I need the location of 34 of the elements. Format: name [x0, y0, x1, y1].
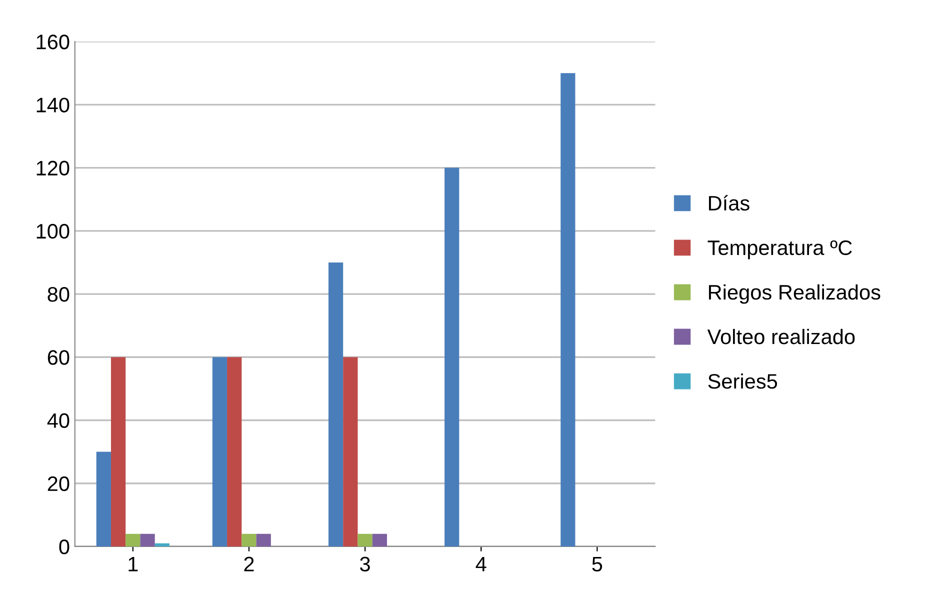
bar — [444, 168, 460, 546]
y-tick-label: 20 — [48, 476, 70, 492]
y-tick-label: 60 — [48, 350, 70, 365]
bar — [242, 534, 256, 546]
y-tick-label: 160 — [36, 34, 70, 50]
x-tick-label: 2 — [244, 556, 254, 572]
x-tick-label: 3 — [360, 556, 370, 572]
y-tick-label: 0 — [59, 539, 70, 554]
bar — [256, 534, 271, 546]
legend-label: Temperatura ºC — [708, 240, 852, 260]
legend-label: Volteo realizado — [707, 328, 855, 344]
bar — [328, 262, 344, 546]
bar — [227, 357, 242, 546]
y-tick-label: 40 — [47, 413, 70, 428]
legend-label: Riegos Realizados — [708, 284, 880, 304]
x-tick-label: 4 — [476, 556, 486, 572]
bar — [110, 357, 126, 546]
y-tick-label: 80 — [48, 287, 70, 302]
bar — [154, 543, 170, 546]
bar — [372, 534, 387, 546]
bar — [560, 73, 576, 546]
bar — [358, 534, 372, 546]
y-tick-label: 120 — [36, 160, 70, 176]
y-tick-label: 140 — [36, 98, 70, 112]
legend-label: Series5 — [708, 373, 778, 389]
x-tick-label: 5 — [592, 556, 602, 572]
bar — [212, 357, 228, 546]
bar — [140, 534, 155, 546]
bar — [126, 534, 140, 546]
x-tick-label: 1 — [128, 556, 138, 572]
legend-label: Días — [708, 195, 750, 211]
y-tick-label: 100 — [36, 224, 70, 239]
bar — [343, 357, 358, 546]
bar — [96, 452, 111, 546]
